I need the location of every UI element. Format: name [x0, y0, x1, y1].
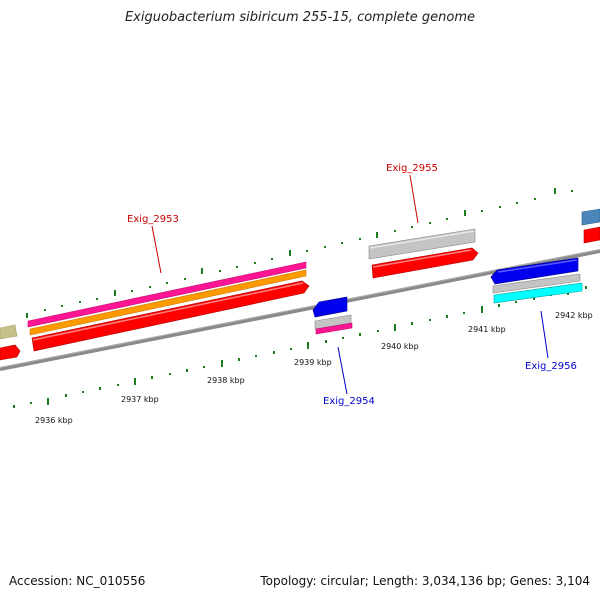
feature-magenta-2954 [315, 322, 353, 335]
feature-red-2953-shine [32, 282, 304, 341]
kbp-label: 2938 kbp [207, 376, 245, 385]
feature-steelblue-partial [581, 208, 600, 226]
kbp-label: 2940 kbp [381, 342, 419, 351]
feature-cyan-2956 [493, 282, 583, 304]
callout-line-2954 [337, 346, 348, 395]
callout-line-2955 [409, 174, 419, 224]
feature-magenta-2953 [27, 261, 307, 328]
genome-backbone-highlight [0, 249, 600, 368]
kbp-label: 2936 kbp [35, 416, 73, 425]
kbp-label: 2942 kbp [555, 311, 593, 320]
feature-gray-2956 [492, 273, 581, 294]
feature-gray-2955 [368, 228, 476, 260]
gene-label-exig-2955[interactable]: Exig_2955 [386, 163, 438, 174]
map-title: Exiguobacterium sibiricum 255-15, comple… [124, 10, 476, 25]
feature-orange-2953 [29, 269, 307, 336]
feature-blue-2956 [490, 257, 579, 285]
feature-red-2955 [371, 247, 479, 279]
feature-red-partial-right [583, 226, 600, 244]
feature-gray-2955-shine [369, 230, 475, 249]
gene-label-exig-2954[interactable]: Exig_2954 [323, 396, 375, 407]
feature-blue-2956-shine [497, 259, 578, 273]
callout-line-2953 [151, 225, 162, 274]
accession-text: Accession: NC_010556 [9, 574, 146, 588]
inner-tick-track [13, 286, 587, 408]
feature-blue-2954 [312, 296, 348, 318]
feature-red-2953 [31, 280, 310, 352]
outer-tick-track [26, 188, 573, 318]
gene-label-exig-2953[interactable]: Exig_2953 [127, 214, 179, 225]
gene-label-exig-2956[interactable]: Exig_2956 [525, 361, 577, 372]
feature-olive-partial [0, 324, 18, 340]
kbp-label: 2939 kbp [294, 358, 332, 367]
feature-red-2955-shine [372, 249, 472, 268]
feature-red-partial-left [0, 344, 21, 361]
kbp-label: 2937 kbp [121, 395, 159, 404]
callout-line-2956 [540, 310, 549, 359]
kbp-label: 2941 kbp [468, 325, 506, 334]
genome-summary-text: Topology: circular; Length: 3,034,136 bp… [260, 574, 590, 588]
